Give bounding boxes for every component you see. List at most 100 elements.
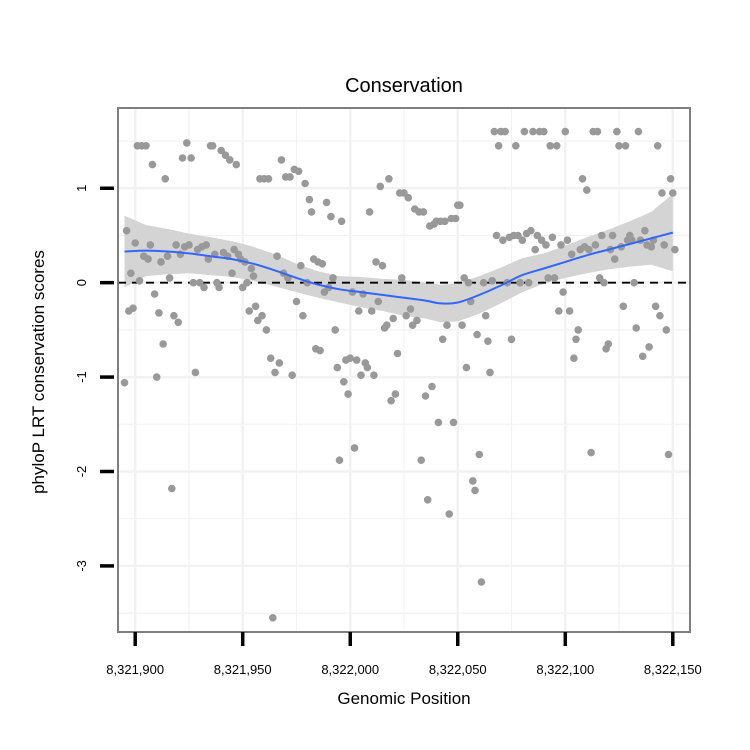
data-point (591, 241, 600, 249)
data-point (135, 277, 144, 285)
data-point (271, 368, 279, 377)
data-points (120, 127, 679, 622)
data-point (413, 316, 421, 325)
panel-border (117, 107, 691, 633)
data-point (264, 175, 273, 183)
y-axis-title: phyloP LRT conservation scores (29, 250, 48, 494)
data-point (275, 359, 284, 367)
data-point (542, 241, 550, 249)
data-point (456, 201, 464, 209)
data-point (438, 335, 447, 344)
data-point (645, 343, 653, 351)
data-point (641, 226, 649, 235)
data-point (615, 142, 623, 150)
data-point (443, 321, 451, 330)
data-point (376, 182, 385, 191)
data-point (204, 255, 213, 263)
data-point (385, 175, 393, 183)
data-point (322, 198, 331, 207)
data-point (484, 337, 492, 346)
data-point (191, 368, 200, 377)
data-point (630, 278, 638, 287)
data-point (243, 278, 251, 287)
data-point (574, 326, 582, 334)
data-point (488, 277, 497, 285)
data-point (129, 304, 137, 313)
data-point (148, 160, 157, 169)
x-tick-label: 8,322,100 (536, 662, 594, 677)
data-point (561, 127, 570, 136)
data-point (671, 245, 679, 254)
y-tick-label: -1 (74, 371, 89, 383)
data-point (232, 160, 241, 169)
data-point (557, 241, 565, 249)
data-point (165, 274, 174, 282)
data-point (555, 307, 563, 315)
data-point (389, 314, 398, 323)
data-point (350, 444, 359, 452)
data-point (669, 189, 677, 197)
data-point (288, 371, 297, 380)
data-point (423, 496, 432, 504)
data-point (610, 255, 619, 263)
y-tick-label: 0 (74, 279, 89, 286)
data-point (494, 142, 503, 150)
data-point (520, 127, 529, 136)
data-point (473, 330, 481, 339)
data-point (441, 217, 449, 226)
smooth-curve (124, 231, 674, 305)
data-point (247, 264, 256, 273)
data-point (492, 231, 501, 240)
data-point (372, 258, 380, 266)
data-point (434, 418, 443, 427)
data-point (387, 396, 395, 405)
y-tick-label: -3 (74, 560, 89, 572)
data-point (608, 231, 617, 240)
y-tick-label: -2 (74, 466, 89, 478)
chart-title: Conservation (345, 75, 463, 97)
data-point (445, 510, 454, 518)
data-point (131, 239, 139, 247)
data-point (540, 127, 548, 136)
data-point (299, 311, 307, 320)
x-tick-label: 8,322,000 (321, 662, 379, 677)
data-point (587, 448, 595, 457)
x-tick-label: 8,322,150 (644, 662, 702, 677)
data-point (548, 233, 557, 242)
data-point (172, 241, 180, 249)
data-point (404, 193, 413, 202)
data-point (273, 252, 281, 260)
data-point (331, 326, 340, 334)
x-axis: 8,321,900 8,321,950 8,322,000 8,322,050 8,32… (106, 632, 702, 677)
data-point (346, 354, 355, 363)
data-point (258, 311, 266, 320)
data-point (651, 302, 660, 311)
data-point (363, 363, 372, 372)
data-point (307, 208, 316, 216)
data-point (572, 335, 580, 344)
data-point (146, 241, 155, 249)
data-point (357, 371, 365, 380)
data-point (297, 261, 305, 270)
data-point (428, 382, 436, 391)
x-tick-label: 8,321,950 (214, 662, 272, 677)
data-point (634, 127, 643, 136)
data-point (529, 127, 537, 136)
data-point (174, 318, 182, 327)
data-point (660, 241, 668, 249)
data-point (185, 241, 193, 249)
data-point (200, 283, 208, 292)
data-point (294, 167, 303, 176)
data-point (464, 278, 473, 287)
data-point (417, 456, 426, 465)
data-point (393, 349, 402, 358)
data-point (462, 363, 471, 372)
data-point (451, 214, 460, 223)
data-point (604, 340, 613, 348)
data-point (266, 354, 275, 363)
data-point (583, 186, 591, 194)
data-point (155, 309, 163, 317)
data-point (544, 274, 552, 282)
data-point (228, 269, 236, 278)
